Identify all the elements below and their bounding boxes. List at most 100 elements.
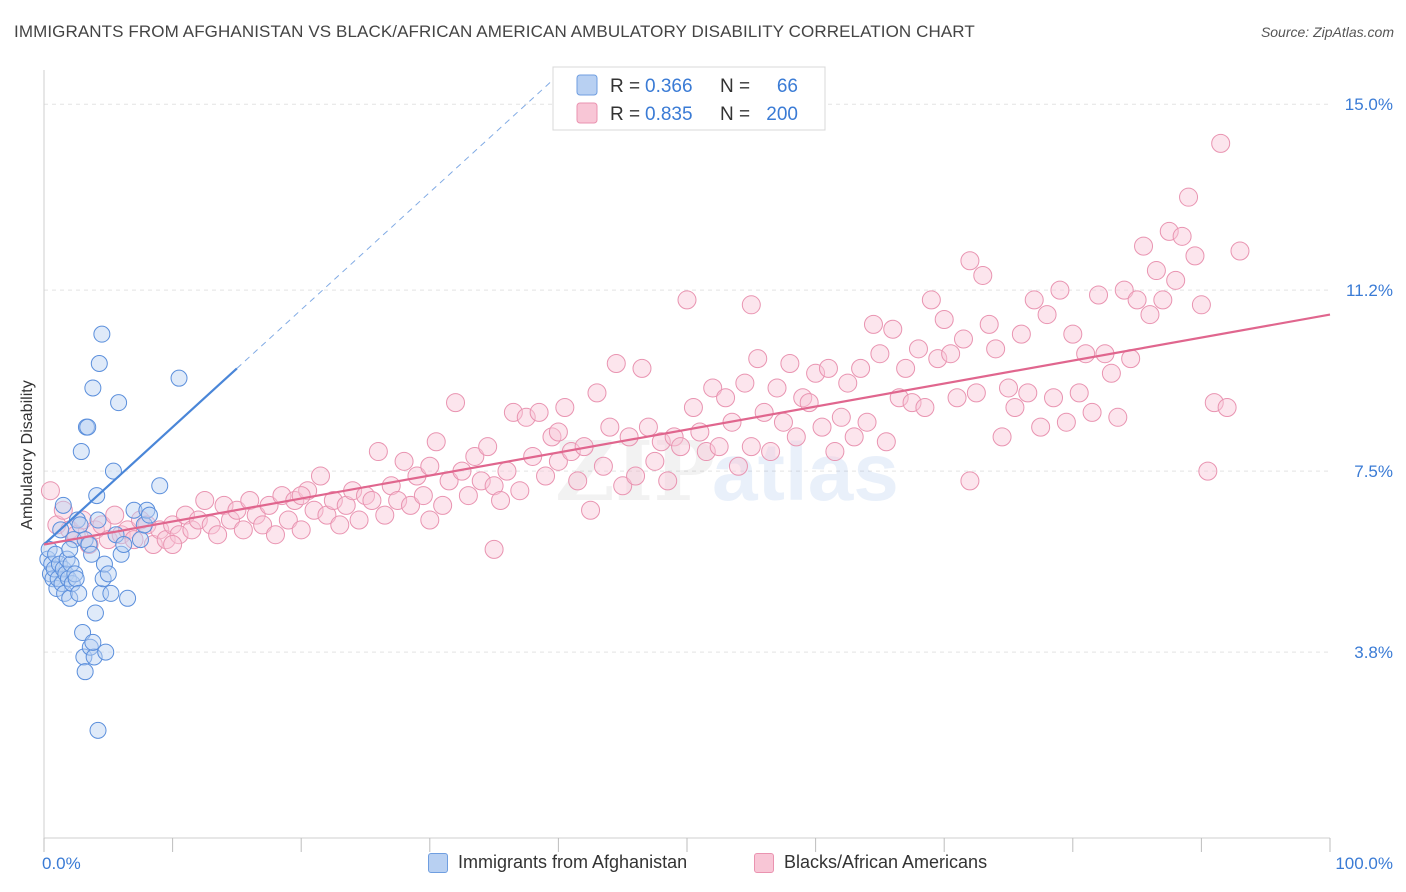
black-point-70 bbox=[491, 490, 511, 510]
black-point-24 bbox=[195, 490, 215, 510]
afghanistan-point-56 bbox=[138, 501, 156, 519]
trend-line-afghanistan-extension bbox=[236, 69, 565, 369]
legend-label-black: Blacks/African Americans bbox=[784, 852, 988, 872]
watermark: ZIP atlas bbox=[555, 424, 899, 520]
black-point-10 bbox=[105, 505, 125, 525]
black-point-123 bbox=[831, 407, 851, 427]
black-point-160 bbox=[1069, 383, 1089, 403]
afghanistan-point-60 bbox=[54, 496, 72, 514]
black-point-104 bbox=[709, 437, 729, 457]
black-point-179 bbox=[1191, 295, 1211, 315]
black-point-87 bbox=[600, 417, 620, 437]
black-point-82 bbox=[568, 471, 588, 491]
trend-line-afghanistan bbox=[43, 367, 238, 546]
black-point-2 bbox=[53, 500, 73, 520]
black-point-76 bbox=[529, 402, 549, 422]
black-point-129 bbox=[870, 344, 890, 364]
afghanistan-point-35 bbox=[84, 379, 102, 397]
black-point-139 bbox=[934, 309, 954, 329]
black-point-71 bbox=[497, 461, 517, 481]
black-point-188 bbox=[420, 510, 440, 530]
black-point-48 bbox=[349, 510, 369, 530]
black-point-95 bbox=[651, 432, 671, 452]
black-point-61 bbox=[433, 495, 453, 515]
black-point-67 bbox=[471, 471, 491, 491]
black-point-77 bbox=[536, 466, 556, 486]
black-point-30 bbox=[233, 520, 253, 540]
black-point-186 bbox=[741, 295, 761, 315]
legend-swatch-afghanistan bbox=[576, 74, 598, 96]
black-point-65 bbox=[458, 486, 478, 506]
black-point-40 bbox=[298, 481, 318, 501]
black-point-86 bbox=[593, 456, 613, 476]
legend-swatch-black bbox=[576, 102, 598, 124]
black-point-124 bbox=[838, 373, 858, 393]
source-label: Source: ZipAtlas.com bbox=[1260, 24, 1394, 40]
black-point-50 bbox=[362, 490, 382, 510]
afghanistan-point-37 bbox=[86, 604, 104, 622]
afghanistan-point-44 bbox=[95, 555, 113, 573]
black-point-73 bbox=[510, 481, 530, 501]
black-point-22 bbox=[182, 520, 202, 540]
afghanistan-point-17 bbox=[61, 589, 79, 607]
black-point-108 bbox=[735, 373, 755, 393]
black-point-78 bbox=[542, 427, 562, 447]
black-point-171 bbox=[1140, 305, 1160, 325]
y-tick-labels: 3.8% 7.5% 11.2% 15.0% bbox=[1345, 95, 1393, 662]
black-point-127 bbox=[857, 412, 877, 432]
black-point-110 bbox=[748, 349, 768, 369]
afghanistan-point-64 bbox=[89, 721, 107, 739]
black-point-42 bbox=[310, 466, 330, 486]
black-point-107 bbox=[728, 456, 748, 476]
black-point-135 bbox=[908, 339, 928, 359]
black-point-176 bbox=[1172, 226, 1192, 246]
black-point-170 bbox=[1134, 236, 1154, 256]
black-point-85 bbox=[587, 383, 607, 403]
trend-lines bbox=[43, 69, 1331, 546]
black-point-140 bbox=[941, 344, 961, 364]
legend-r-label-afghanistan: R = bbox=[610, 76, 640, 97]
afghanistan-point-52 bbox=[115, 535, 133, 553]
afghanistan-point-51 bbox=[112, 545, 130, 563]
black-point-172 bbox=[1146, 261, 1166, 281]
black-point-0 bbox=[40, 481, 60, 501]
black-point-167 bbox=[1114, 280, 1134, 300]
black-point-88 bbox=[606, 354, 626, 374]
afghanistan-point-31 bbox=[79, 418, 97, 436]
black-point-116 bbox=[786, 427, 806, 447]
black-point-175 bbox=[1166, 270, 1186, 290]
black-point-148 bbox=[992, 427, 1012, 447]
black-point-180 bbox=[1198, 461, 1218, 481]
black-point-66 bbox=[465, 446, 485, 466]
black-point-155 bbox=[1037, 305, 1057, 325]
black-point-93 bbox=[638, 417, 658, 437]
black-point-60 bbox=[426, 432, 446, 452]
watermark-zip: ZIP bbox=[555, 424, 715, 520]
black-point-153 bbox=[1024, 290, 1044, 310]
black-point-189 bbox=[291, 486, 311, 506]
x-tick-label-max: 100.0% bbox=[1335, 854, 1393, 873]
afghanistan-point-28 bbox=[75, 648, 93, 666]
afghanistan-point-42 bbox=[93, 325, 111, 343]
black-point-96 bbox=[658, 471, 678, 491]
black-point-113 bbox=[767, 378, 787, 398]
black-point-145 bbox=[973, 265, 993, 285]
legend-n-label-afghanistan: N = bbox=[720, 76, 750, 97]
black-point-138 bbox=[928, 349, 948, 369]
series-immigrants-from-afghanistan bbox=[39, 325, 188, 739]
y-tick-label-2: 11.2% bbox=[1346, 281, 1393, 300]
black-point-151 bbox=[1011, 324, 1031, 344]
black-point-191 bbox=[484, 539, 504, 559]
black-point-20 bbox=[169, 525, 189, 545]
black-point-13 bbox=[124, 530, 144, 550]
black-point-74 bbox=[516, 407, 536, 427]
legend-r-value-afghanistan: 0.366 bbox=[645, 76, 693, 97]
afghanistan-point-48 bbox=[104, 462, 122, 480]
afghanistan-point-62 bbox=[76, 663, 94, 681]
black-point-99 bbox=[677, 290, 697, 310]
black-point-59 bbox=[420, 456, 440, 476]
black-point-185 bbox=[960, 251, 980, 271]
afghanistan-point-33 bbox=[81, 638, 99, 656]
afghanistan-point-24 bbox=[70, 584, 88, 602]
